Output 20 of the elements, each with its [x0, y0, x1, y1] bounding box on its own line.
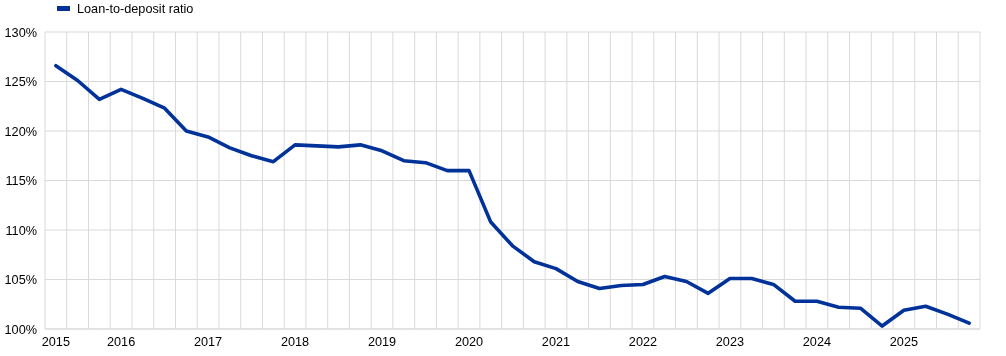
x-tick-label: 2016 — [106, 335, 136, 350]
x-tick-label: 2019 — [367, 335, 397, 350]
legend-label: Loan-to-deposit ratio — [77, 1, 194, 16]
y-tick-label: 100% — [4, 322, 37, 337]
y-tick-label: 115% — [5, 174, 37, 189]
line-series — [54, 63, 971, 328]
x-tick-label: 2021 — [541, 335, 571, 350]
x-tick-label: 2024 — [802, 335, 832, 350]
y-tick-label: 130% — [4, 25, 37, 40]
x-tick-label: 2022 — [628, 335, 658, 350]
x-tick-label: 2023 — [715, 335, 745, 350]
x-tick-label: 2017 — [193, 335, 223, 350]
y-tick-label: 120% — [4, 124, 37, 139]
x-tick-label: 2020 — [454, 335, 484, 350]
x-tick-label: 2018 — [280, 335, 310, 350]
x-tick-label: 2015 — [41, 335, 70, 350]
y-tick-label: 105% — [4, 273, 37, 288]
y-tick-label: 125% — [4, 75, 37, 90]
x-tick-label: 2025 — [889, 335, 919, 350]
y-tick-label: 110% — [5, 223, 37, 238]
